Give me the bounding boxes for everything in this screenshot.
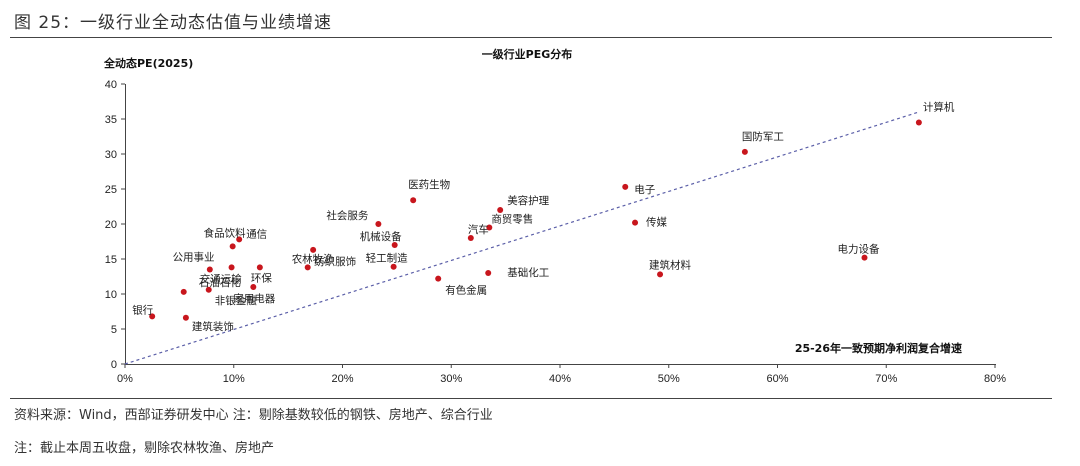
point-label: 国防军工: [742, 130, 784, 143]
figure-title: 图 25：一级行业全动态估值与业绩增速: [14, 13, 333, 33]
point-label: 机械设备: [360, 230, 402, 243]
x-axis-label: 25-26年一致预期净利润复合增速: [795, 341, 962, 355]
data-point: [236, 236, 243, 243]
data-point: [391, 242, 398, 248]
point-label: 建筑材料: [649, 258, 691, 271]
data-point: [861, 254, 868, 261]
point-label: 商贸零售: [491, 213, 533, 226]
data-point: [915, 119, 922, 126]
y-tick-label: 40: [105, 79, 117, 91]
x-tick-label: 40%: [549, 373, 571, 385]
bottom-rule: [10, 398, 1052, 399]
point-label: 电力设备: [838, 243, 880, 256]
point-label: 建筑装饰: [192, 320, 234, 333]
data-point: [497, 207, 504, 213]
data-point: [228, 264, 235, 271]
x-tick-label: 60%: [766, 373, 788, 385]
data-point: [741, 148, 748, 155]
source-note: 资料来源：Wind，西部证券研发中心 注：剔除基数较低的钢铁、房地产、综合行业: [14, 408, 493, 423]
data-point: [485, 270, 492, 276]
point-label: 银行: [132, 303, 153, 316]
y-tick-label: 35: [105, 114, 117, 126]
data-point: [206, 266, 213, 273]
data-point: [310, 246, 317, 253]
data-point: [229, 243, 236, 250]
y-axis-label: 全动态PE(2025): [103, 56, 193, 70]
y-tick-label: 0: [111, 359, 117, 371]
point-label: 食品饮料: [204, 226, 246, 239]
point-label: 轻工制造: [366, 252, 408, 265]
y-tick-label: 30: [105, 149, 117, 161]
point-label: 有色金属: [445, 284, 487, 297]
point-label: 交通运输: [200, 273, 242, 286]
data-point: [467, 235, 474, 241]
top-rule: [10, 37, 1052, 38]
data-point: [632, 219, 639, 226]
point-label: 环保: [251, 271, 272, 284]
y-tick-label: 10: [105, 289, 117, 301]
data-point: [622, 183, 629, 190]
data-point: [149, 313, 156, 320]
point-label: 医药生物: [408, 178, 450, 191]
data-point: [657, 271, 664, 278]
point-label: 纺织服饰: [314, 255, 356, 268]
data-point: [256, 264, 263, 271]
x-tick-label: 30%: [440, 373, 462, 385]
point-label: 基础化工: [507, 266, 549, 279]
data-point: [180, 288, 187, 295]
data-point: [375, 221, 382, 227]
y-tick-label: 20: [105, 219, 117, 231]
x-tick-label: 50%: [658, 373, 680, 385]
x-tick-label: 20%: [331, 373, 353, 385]
data-point: [304, 264, 311, 271]
data-point: [486, 224, 493, 231]
data-point: [410, 197, 417, 204]
footnote: 注：截止本周五收盘，剔除农林牧渔、房地产: [14, 441, 275, 456]
chart-title: 一级行业PEG分布: [482, 47, 573, 61]
data-point: [182, 314, 189, 321]
point-label: 计算机: [923, 101, 955, 114]
point-label: 非银金融: [215, 294, 257, 307]
point-label: 社会服务: [326, 209, 368, 222]
point-label: 农林牧渔: [292, 252, 334, 265]
x-tick-label: 80%: [984, 373, 1006, 385]
x-tick-label: 10%: [223, 373, 245, 385]
data-point: [205, 286, 212, 293]
point-label: 家用电器: [233, 292, 275, 305]
point-label: 美容护理: [507, 194, 549, 207]
point-label: 石油石化: [199, 276, 241, 289]
point-label: 汽车: [468, 223, 489, 236]
point-label: 传媒: [646, 216, 667, 229]
point-label: 通信: [246, 228, 267, 240]
y-tick-label: 5: [111, 324, 117, 336]
point-label: 电子: [634, 183, 655, 196]
data-point: [250, 284, 257, 290]
y-tick-label: 15: [105, 254, 117, 266]
point-label: 公用事业: [173, 250, 215, 263]
data-point: [390, 263, 397, 270]
x-tick-label: 0%: [117, 373, 133, 385]
y-tick-label: 25: [105, 184, 117, 196]
x-tick-label: 70%: [875, 373, 897, 385]
trend-line: [124, 111, 920, 365]
data-point: [435, 275, 442, 282]
